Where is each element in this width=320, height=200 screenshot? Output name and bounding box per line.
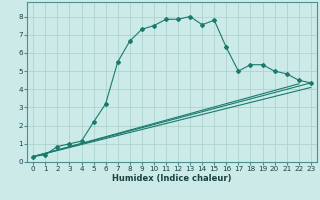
X-axis label: Humidex (Indice chaleur): Humidex (Indice chaleur)	[112, 174, 232, 183]
